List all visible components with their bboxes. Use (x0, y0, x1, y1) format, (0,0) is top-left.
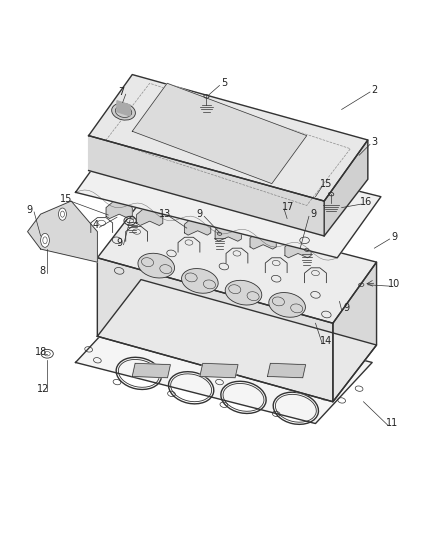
Text: 9: 9 (27, 205, 33, 215)
Text: 17: 17 (282, 201, 294, 212)
Polygon shape (97, 280, 376, 402)
Text: 18: 18 (35, 346, 47, 357)
Text: 5: 5 (220, 78, 226, 88)
Polygon shape (332, 262, 376, 402)
Text: 12: 12 (36, 384, 49, 394)
Polygon shape (215, 224, 241, 241)
Text: 8: 8 (40, 266, 46, 276)
Polygon shape (88, 75, 367, 201)
Polygon shape (136, 208, 162, 225)
Polygon shape (250, 232, 276, 249)
Polygon shape (97, 201, 376, 323)
Polygon shape (184, 217, 210, 235)
Polygon shape (28, 201, 97, 262)
Polygon shape (106, 201, 132, 219)
Text: 15: 15 (319, 180, 332, 190)
Polygon shape (132, 364, 170, 378)
Text: 4: 4 (92, 220, 98, 230)
Text: 15: 15 (60, 194, 72, 204)
Text: 13: 13 (159, 209, 171, 219)
Text: 9: 9 (390, 232, 396, 242)
Ellipse shape (268, 293, 305, 317)
Polygon shape (75, 131, 380, 258)
Text: 3: 3 (371, 137, 377, 147)
Polygon shape (97, 258, 332, 402)
Polygon shape (199, 364, 237, 378)
Ellipse shape (41, 233, 49, 247)
Text: 16: 16 (359, 197, 371, 207)
Polygon shape (88, 135, 323, 236)
Polygon shape (267, 364, 305, 378)
Polygon shape (75, 301, 371, 424)
Polygon shape (323, 140, 367, 236)
Text: 9: 9 (196, 209, 202, 219)
Text: 11: 11 (385, 418, 397, 427)
Text: 14: 14 (319, 336, 332, 346)
Text: 2: 2 (371, 85, 377, 95)
Text: 10: 10 (387, 279, 399, 289)
Text: 9: 9 (310, 209, 316, 219)
Ellipse shape (111, 103, 135, 120)
Polygon shape (284, 240, 311, 258)
Ellipse shape (58, 208, 66, 220)
Ellipse shape (181, 269, 218, 293)
Ellipse shape (225, 280, 261, 305)
Text: 9: 9 (116, 238, 122, 247)
Polygon shape (132, 83, 306, 183)
Ellipse shape (138, 253, 174, 278)
Text: 7: 7 (118, 87, 124, 97)
Polygon shape (117, 101, 130, 116)
Text: 9: 9 (342, 303, 348, 313)
